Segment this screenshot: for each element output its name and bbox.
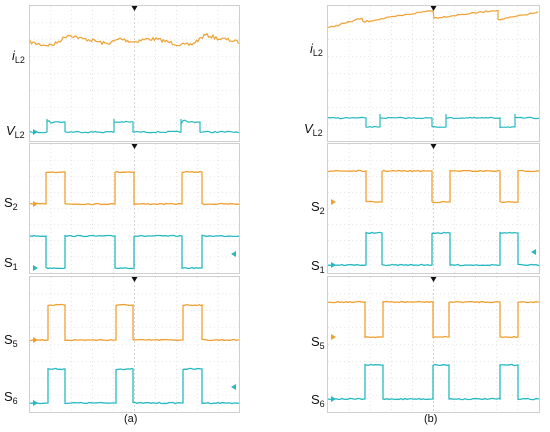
trace-a-S5	[29, 303, 239, 342]
trace-b-S5	[327, 300, 540, 339]
channel-marker-icon	[33, 337, 38, 343]
channel-marker-icon	[33, 129, 38, 135]
scope-screen-b-s2-s1	[327, 143, 540, 274]
trigger-marker-icon	[131, 277, 138, 282]
scope-svg	[29, 6, 240, 141]
trace-b-S2	[327, 169, 540, 204]
label-a-S6: S6	[4, 389, 18, 406]
label-b-S1: S1	[311, 258, 325, 275]
trace-b-VL2	[327, 114, 540, 129]
label-b-iL2: iL2	[310, 41, 323, 58]
trace-a-VL2	[29, 119, 240, 134]
trigger-marker-icon	[131, 6, 138, 11]
trigger-marker-icon	[430, 6, 437, 11]
caption-b: (b)	[424, 413, 438, 425]
label-b-S5: S5	[311, 334, 325, 351]
caption-a: (a)	[124, 413, 138, 425]
label-b-VL2: VL2	[304, 121, 323, 138]
trace-a-S6	[29, 367, 240, 405]
trace-a-S1	[29, 234, 240, 270]
scope-svg	[29, 277, 240, 412]
trigger-marker-icon	[430, 277, 437, 282]
channel-marker-icon	[33, 265, 38, 271]
channel-marker-icon	[231, 251, 236, 257]
scope-screen-a-s2-s1	[29, 143, 240, 274]
label-a-VL2: VL2	[6, 123, 25, 140]
trace-b-S6	[327, 363, 540, 401]
scope-svg	[327, 277, 540, 412]
channel-marker-icon	[33, 400, 38, 406]
scope-svg	[327, 6, 540, 141]
label-a-S5: S5	[4, 332, 18, 349]
scope-screen-b-s5-s6	[327, 276, 540, 413]
label-b-S2: S2	[311, 199, 325, 216]
trace-a-S2	[29, 170, 240, 206]
trigger-marker-icon	[131, 144, 138, 149]
channel-marker-icon	[531, 249, 536, 255]
scope-svg	[29, 144, 240, 273]
label-b-S6: S6	[311, 392, 325, 409]
label-a-S1: S1	[4, 255, 18, 272]
trace-a-iL2	[29, 32, 240, 47]
channel-marker-icon	[331, 334, 336, 340]
label-a-iL2: iL2	[12, 48, 25, 65]
scope-svg	[327, 144, 540, 273]
channel-marker-icon	[331, 199, 336, 205]
channel-marker-icon	[331, 396, 336, 402]
scope-screen-b-inductor	[327, 5, 540, 142]
scope-screen-a-inductor	[29, 5, 240, 142]
trace-b-S1	[327, 231, 540, 267]
trace-b-iL2	[327, 9, 539, 28]
channel-marker-icon	[331, 262, 336, 268]
scope-screen-a-s5-s6	[29, 276, 240, 413]
channel-marker-icon	[231, 384, 236, 390]
label-a-S2: S2	[4, 195, 18, 212]
channel-marker-icon	[33, 201, 38, 207]
trigger-marker-icon	[430, 144, 437, 149]
